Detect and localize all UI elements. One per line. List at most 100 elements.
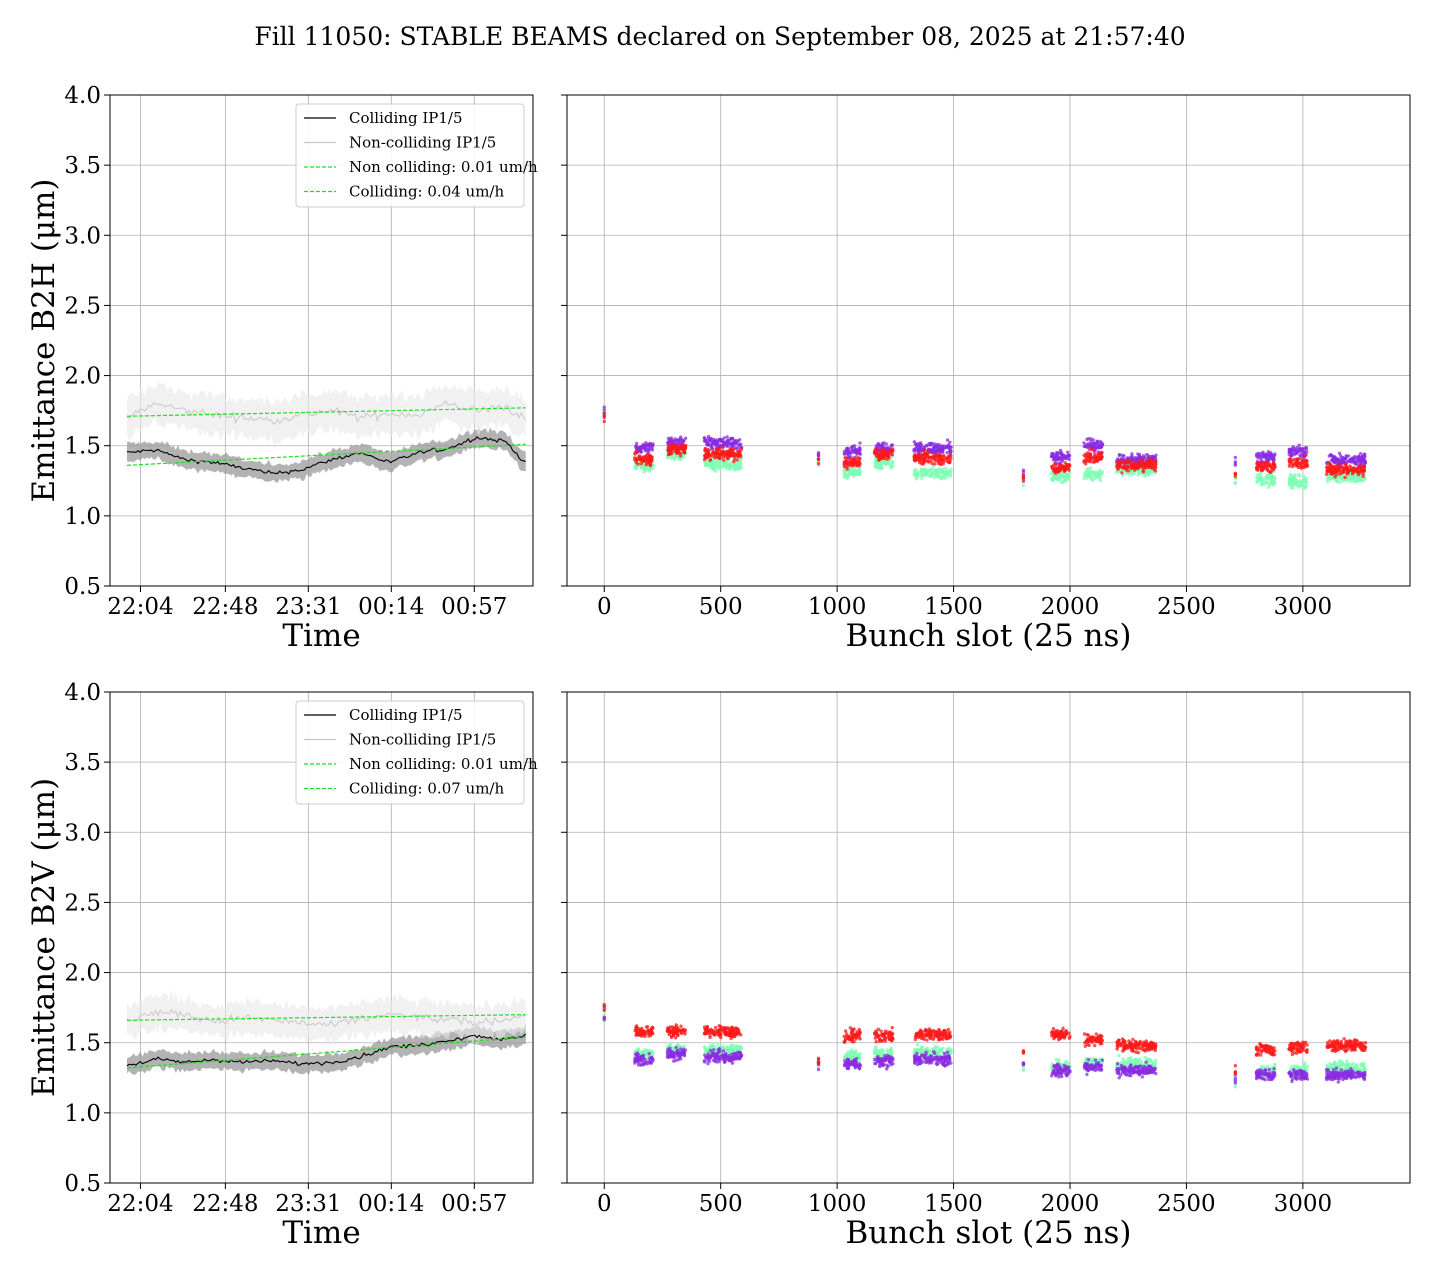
bunch-point-green	[647, 469, 651, 473]
bunch-point-purple	[1297, 443, 1301, 447]
bunch-point-green	[703, 1048, 707, 1053]
bunch-point-purple	[1085, 1072, 1089, 1077]
bunch-point-purple	[671, 1059, 676, 1063]
bunch-point-red	[890, 453, 895, 457]
bunch-point-red	[1093, 452, 1097, 456]
bunch-point-red	[1062, 1032, 1066, 1037]
bunch-point-purple	[816, 453, 821, 458]
bunch-point-purple	[1353, 461, 1358, 466]
y-tick-label: 3.0	[64, 820, 101, 846]
y-axis-label: Emittance B2H (μm)	[26, 179, 62, 503]
bunch-point-purple	[924, 1050, 928, 1054]
bunch-point-green	[1052, 474, 1056, 478]
bunch-point-purple	[642, 1062, 646, 1066]
bunch-point-green	[1063, 479, 1067, 484]
x-tick-label: 3000	[1274, 1191, 1333, 1217]
bunch-point-green	[1060, 471, 1064, 476]
bunch-point-purple	[850, 445, 854, 449]
bunch-point-purple	[1051, 458, 1056, 462]
bunch-point-purple	[937, 443, 941, 447]
bunch-point-red	[1051, 1026, 1056, 1031]
bunch-point-green	[674, 455, 678, 459]
bunch-point-purple	[1233, 463, 1238, 467]
bunch-point-green	[949, 468, 953, 472]
bunch-point-red	[1355, 471, 1360, 475]
bunch-point-purple	[1090, 443, 1095, 448]
bunch-point-green	[702, 1045, 707, 1049]
bunch-point-purple	[683, 436, 688, 441]
bunch-point-red	[933, 458, 937, 463]
bunch-point-purple	[1346, 454, 1351, 458]
bunch-point-red	[1089, 460, 1094, 464]
y-tick-label: 2.5	[64, 293, 101, 319]
bunch-point-purple	[845, 1057, 850, 1061]
y-tick-label: 4.0	[64, 680, 101, 706]
bunch-point-red	[1351, 467, 1356, 471]
y-tick-label: 1.5	[64, 434, 101, 460]
legend-label: Colliding IP1/5	[349, 109, 463, 127]
bunch-point-red	[816, 461, 821, 466]
bunch-point-purple	[936, 1061, 940, 1066]
bunch-point-green	[1099, 469, 1103, 474]
bunch-point-purple	[852, 444, 857, 448]
bunch-point-red	[1300, 465, 1304, 469]
bunch-point-red	[709, 452, 714, 457]
bunch-point-red	[1123, 460, 1127, 465]
bunch-point-red	[725, 456, 730, 461]
bunch-point-purple	[1357, 459, 1361, 463]
bunch-point-green	[1298, 483, 1302, 488]
bunch-point-green	[920, 476, 924, 481]
bunch-point-red	[1342, 470, 1346, 474]
bunch-point-purple	[1095, 1066, 1099, 1071]
bunch-point-red	[709, 1031, 713, 1035]
bunch-point-purple	[725, 441, 729, 445]
y-tick-label: 0.5	[64, 574, 101, 600]
bunch-point-green	[1302, 486, 1307, 490]
bunch-point-purple	[816, 1067, 821, 1072]
bunch-point-red	[666, 443, 671, 447]
x-axis-label: Bunch slot (25 ns)	[845, 618, 1131, 654]
bunch-point-green	[710, 464, 715, 469]
bunch-point-green	[1293, 473, 1297, 477]
bunch-point-red	[848, 1026, 853, 1030]
bunch-point-purple	[1363, 461, 1368, 465]
bunch-point-green	[1336, 479, 1340, 483]
x-tick-label: 22:48	[192, 594, 258, 620]
bunch-point-red	[1343, 462, 1347, 467]
bunch-point-purple	[738, 442, 743, 446]
bunch-point-red	[1092, 460, 1096, 464]
bunch-point-green	[728, 1048, 732, 1053]
bunch-point-purple	[857, 1066, 862, 1071]
bunch-point-red	[874, 1039, 878, 1044]
bunch-point-red	[673, 445, 677, 449]
bunch-point-green	[675, 1042, 679, 1047]
bunch-point-red	[716, 1028, 721, 1032]
x-tick-label: 2500	[1157, 1191, 1216, 1217]
bunch-point-green	[1089, 470, 1094, 474]
bunch-point-green	[736, 466, 740, 471]
bunch-point-red	[1067, 1036, 1072, 1040]
bunch-point-purple	[878, 1058, 882, 1062]
bunch-point-purple	[639, 446, 643, 451]
x-tick-label: 0	[597, 1191, 612, 1217]
bunch-point-green	[1258, 471, 1263, 475]
bunch-point-red	[932, 1036, 936, 1040]
bunch-point-red	[1053, 463, 1058, 467]
x-tick-label: 00:57	[441, 1191, 507, 1217]
bunch-point-red	[737, 1031, 741, 1036]
bunch-point-green	[1272, 475, 1277, 480]
bunch-point-purple	[670, 1049, 674, 1054]
y-axis-label: Emittance B2V (μm)	[26, 778, 62, 1097]
bunch-point-red	[602, 411, 606, 415]
bunch-point-green	[1083, 473, 1087, 477]
bunch-point-red	[880, 1034, 885, 1038]
bunch-point-red	[1151, 462, 1155, 466]
bunch-point-green	[937, 467, 941, 471]
bunch-point-red	[1305, 463, 1309, 468]
bunch-point-purple	[1357, 455, 1361, 460]
bunch-point-red	[913, 1037, 918, 1042]
y-tick-label: 2.0	[64, 961, 101, 987]
bunch-point-red	[915, 455, 919, 459]
bunch-point-red	[1093, 1037, 1097, 1041]
